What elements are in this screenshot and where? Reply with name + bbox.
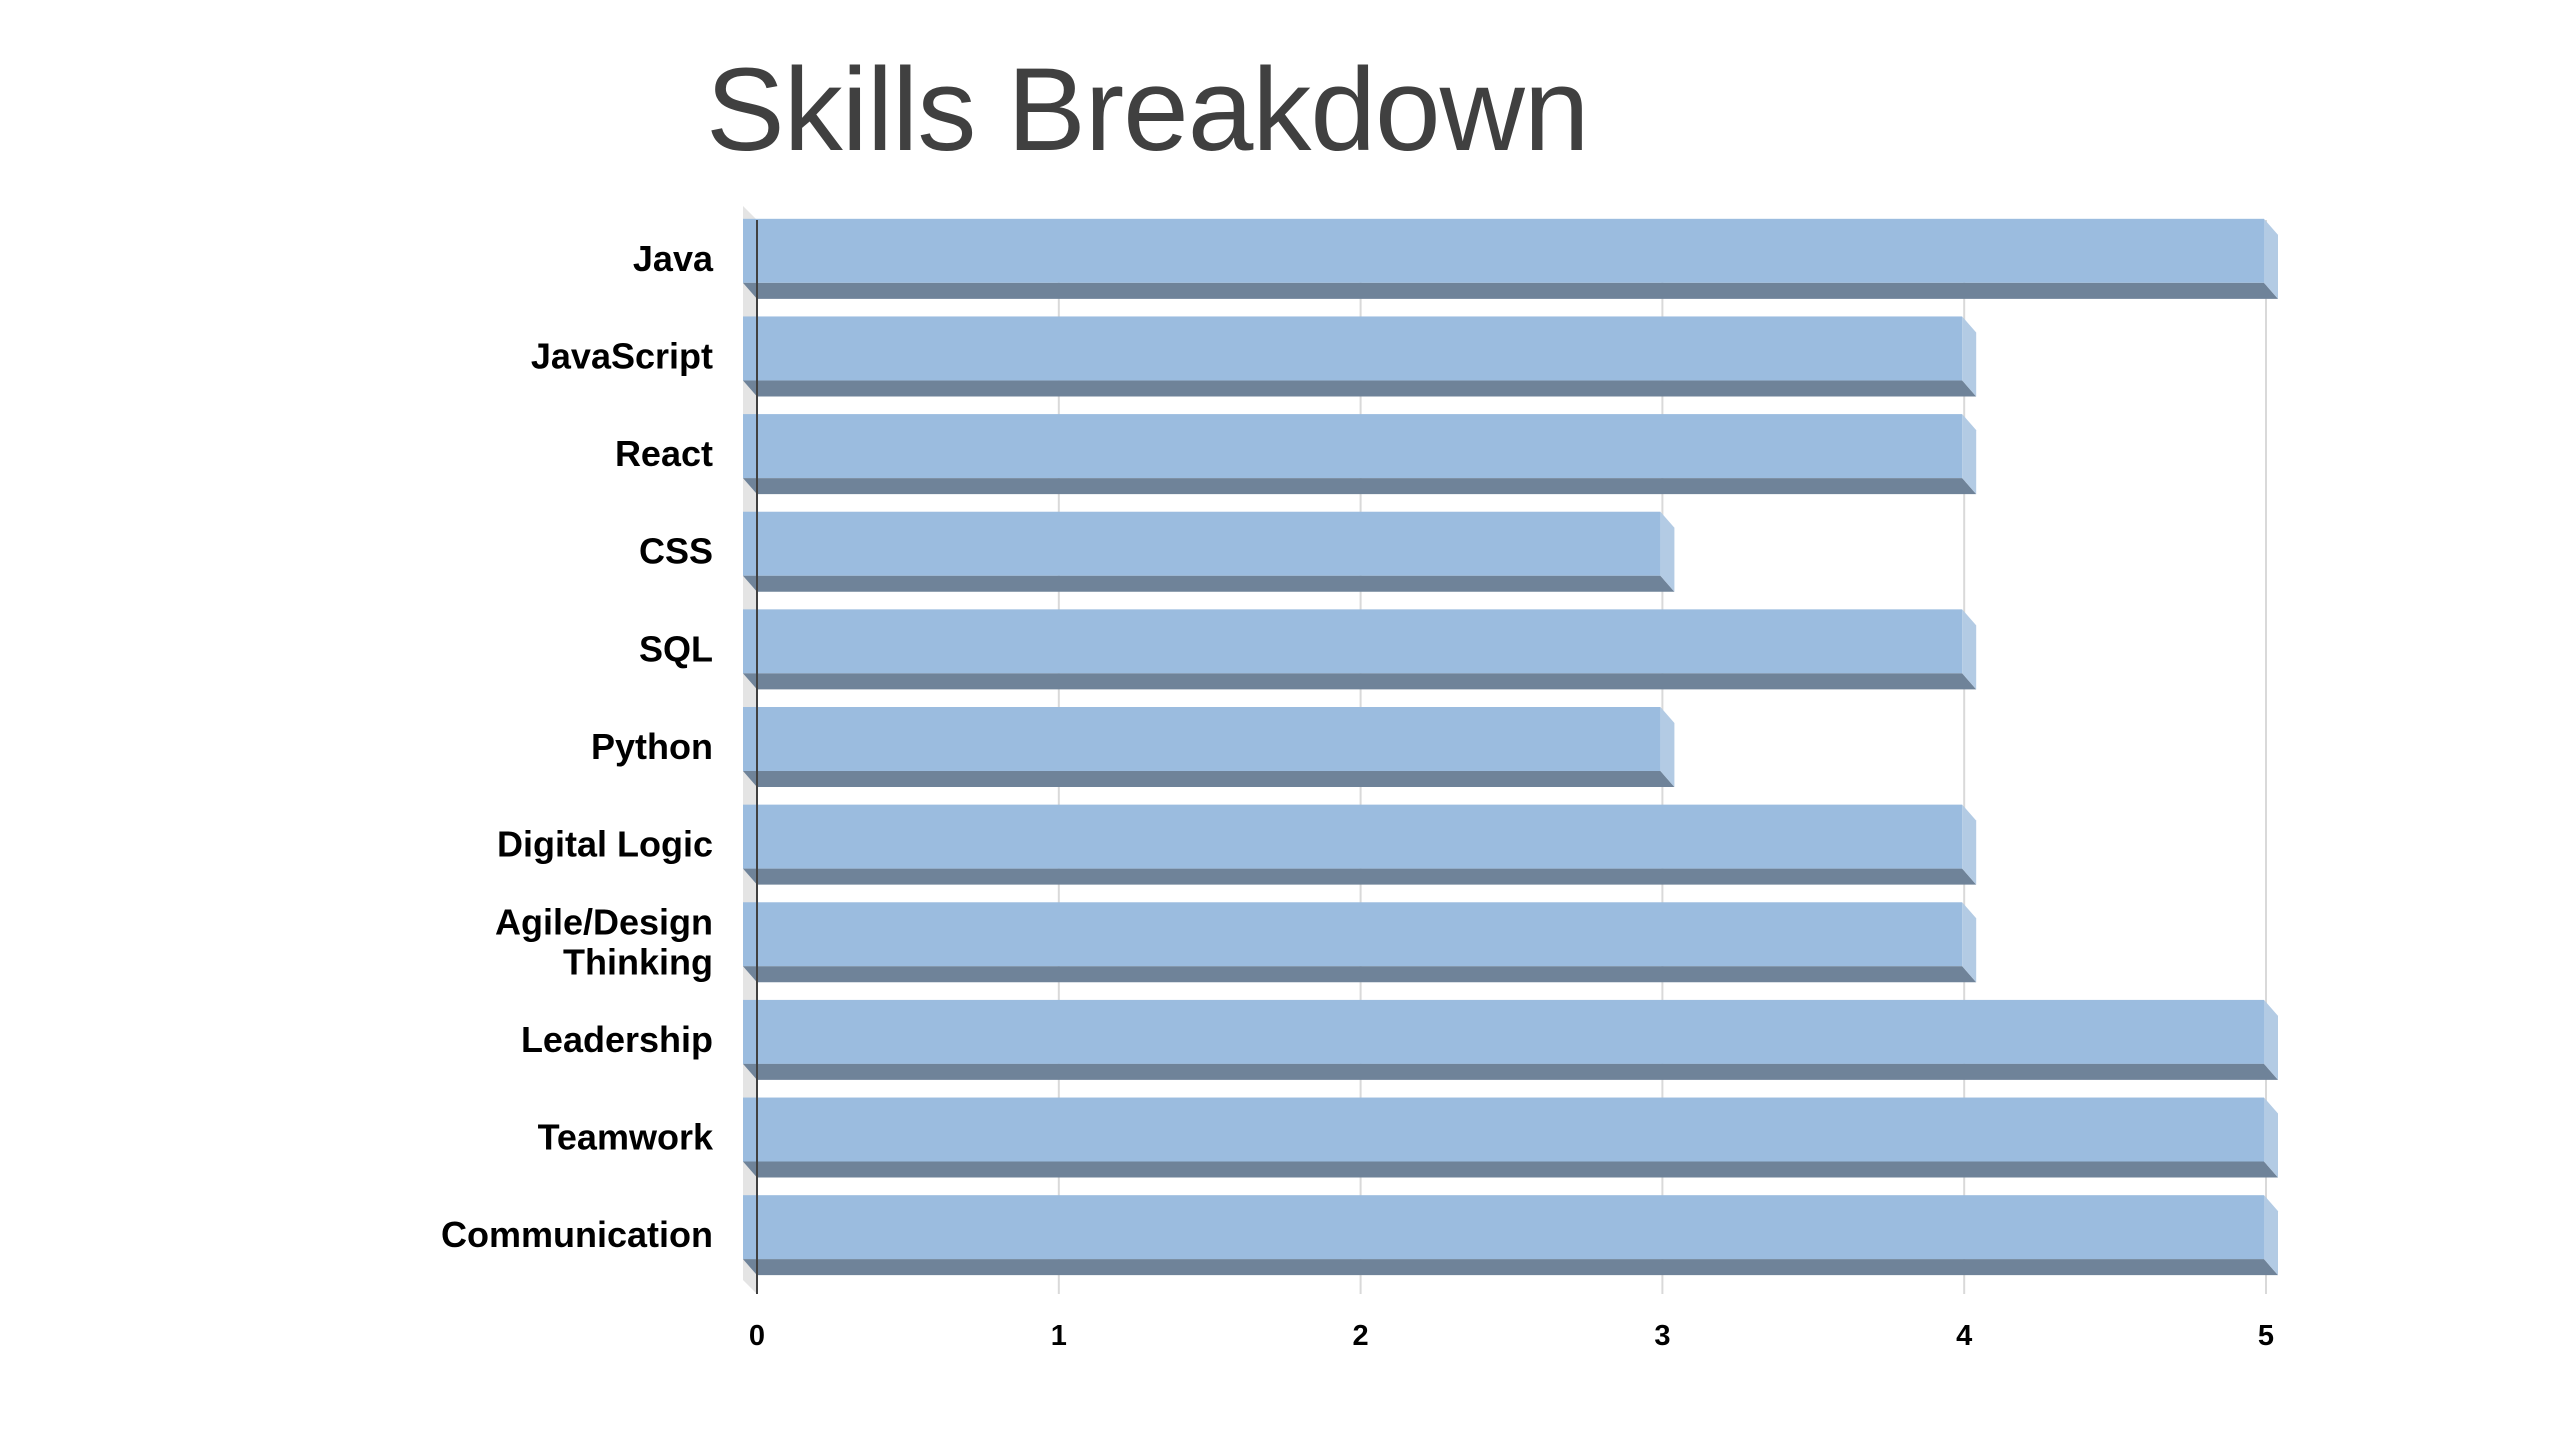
- category-label: Leadership: [521, 1019, 713, 1060]
- bar-side-face: [2264, 999, 2278, 1080]
- x-tick-label: 2: [1353, 1320, 1369, 1352]
- category-label: Communication: [441, 1214, 713, 1255]
- bar: [743, 511, 1675, 592]
- category-label: CSS: [639, 531, 713, 572]
- bar: [743, 414, 1977, 495]
- bar-bottom-face: [743, 673, 1977, 690]
- bar-side-face: [2264, 1195, 2278, 1276]
- category-label: Digital Logic: [497, 824, 713, 865]
- bar-bottom-face: [743, 966, 1977, 983]
- x-tick-label: 3: [1654, 1320, 1670, 1352]
- bars: [743, 218, 2278, 1276]
- bar: [743, 316, 1977, 397]
- bar: [743, 609, 1977, 690]
- bar-bottom-face: [743, 771, 1675, 787]
- bar: [743, 999, 2278, 1080]
- bar-face: [743, 1195, 2264, 1260]
- bar-bottom-face: [743, 1161, 2278, 1178]
- category-label: Teamwork: [538, 1117, 714, 1158]
- value-axis: 0 1 2 3 4 5: [749, 220, 2274, 1352]
- bar: [743, 902, 1977, 983]
- bar-face: [743, 218, 2264, 283]
- bar: [743, 1097, 2278, 1178]
- bar-side-face: [1962, 902, 1977, 983]
- category-label: JavaScript: [531, 335, 713, 376]
- bar-bottom-face: [743, 478, 1977, 495]
- bar-side-face: [2264, 218, 2278, 299]
- bar-face: [743, 316, 1963, 381]
- bar-side-face: [1962, 804, 1977, 885]
- bar-side-face: [1660, 707, 1675, 787]
- x-tick-label: 4: [1956, 1320, 1972, 1352]
- bar: [743, 804, 1977, 885]
- bar-bottom-face: [743, 1063, 2278, 1080]
- x-tick-label: 5: [2258, 1320, 2274, 1352]
- bar-side-face: [1962, 414, 1977, 495]
- bar-side-face: [1660, 511, 1675, 592]
- category-label: Agile/Design Thinking: [495, 901, 713, 982]
- bar-side-face: [1962, 609, 1977, 690]
- category-label: Python: [591, 726, 713, 767]
- bar: [743, 1195, 2278, 1276]
- category-label: React: [615, 433, 713, 474]
- bar-bottom-face: [743, 380, 1977, 397]
- x-tick-label: 1: [1051, 1320, 1067, 1352]
- x-tick-label: 0: [749, 1320, 765, 1352]
- category-label: Java: [633, 238, 714, 279]
- chart-title: Skills Breakdown: [706, 44, 1589, 176]
- bar-bottom-face: [743, 1259, 2278, 1276]
- bar-bottom-face: [743, 282, 2278, 299]
- category-labels: Java JavaScript React CSS SQL Python Digital L…: [441, 238, 714, 1255]
- bar-face: [743, 1097, 2264, 1162]
- bar-face: [743, 414, 1963, 479]
- bar-face: [743, 511, 1661, 576]
- bar: [743, 707, 1675, 787]
- bar-face: [743, 999, 2264, 1064]
- bar-side-face: [2264, 1097, 2278, 1178]
- bar-bottom-face: [743, 868, 1977, 885]
- bar-face: [743, 804, 1963, 869]
- category-label: SQL: [639, 628, 713, 669]
- bar-face: [743, 707, 1661, 771]
- bar-bottom-face: [743, 575, 1675, 592]
- bar-face: [743, 609, 1963, 674]
- bar-face: [743, 902, 1963, 967]
- bar: [743, 218, 2278, 299]
- bar-side-face: [1962, 316, 1977, 397]
